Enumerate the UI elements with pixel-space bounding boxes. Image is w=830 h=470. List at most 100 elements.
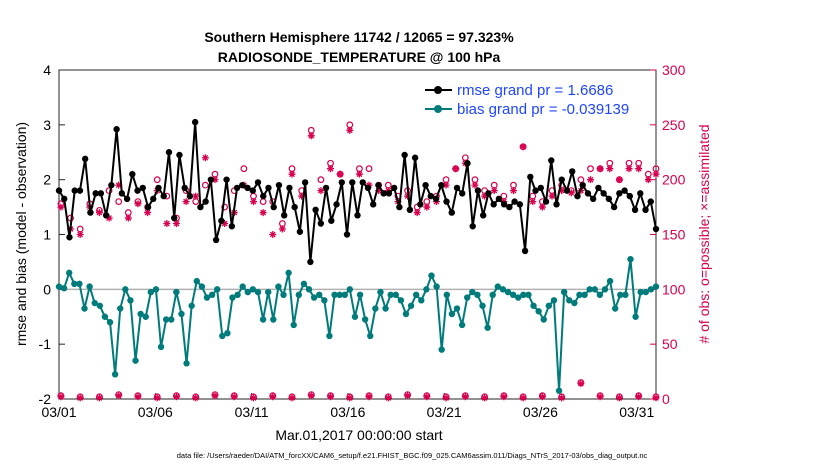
- x-ticks: 03/01 03/06 03/11 03/16 03/21 03/26 03/31: [41, 393, 654, 420]
- bias-point: [448, 310, 456, 318]
- rmse-point: [479, 212, 487, 219]
- rmse-point: [312, 206, 319, 214]
- obs-assimilated-point: [423, 203, 431, 211]
- obs-assimilated-point: [288, 170, 296, 178]
- bias-point: [239, 283, 246, 290]
- obs-assimilated-point: [230, 393, 238, 401]
- rmse-point: [186, 192, 194, 200]
- bias-point: [367, 332, 374, 340]
- rmse-point: [181, 184, 188, 192]
- bias-point: [423, 286, 430, 293]
- bias-point: [259, 316, 267, 323]
- bias-point: [106, 319, 114, 326]
- bias-point: [127, 297, 134, 304]
- obs-assimilated-point: [519, 143, 527, 151]
- obs-possible-point: [317, 176, 325, 184]
- bias-point: [132, 357, 139, 364]
- rmse-point: [453, 184, 461, 192]
- bias-point: [458, 321, 466, 329]
- obs-assimilated-point: [442, 181, 450, 189]
- obs-assimilated-point: [375, 187, 383, 195]
- bias-point: [387, 291, 394, 299]
- y-ticks-right: 0 50 100 150 200 250 300: [650, 62, 686, 407]
- rmse-point: [129, 170, 136, 178]
- bias-point: [326, 332, 333, 340]
- bias-point: [453, 305, 461, 312]
- bias-point: [86, 283, 93, 290]
- x-tick-label: 03/21: [427, 404, 462, 420]
- bias-point: [60, 285, 68, 292]
- rmse-point: [254, 179, 262, 186]
- obs-assimilated-point: [596, 165, 604, 173]
- rmse-point: [527, 173, 534, 181]
- rmse-point: [427, 192, 435, 200]
- rmse-point: [401, 151, 408, 159]
- bias-point: [601, 286, 609, 293]
- obs-assimilated-point: [452, 165, 460, 173]
- rmse-point: [485, 190, 492, 197]
- x-tick-label: 03/11: [235, 404, 269, 420]
- bias-point: [632, 313, 639, 320]
- rmse-point: [610, 203, 618, 211]
- bias-point: [637, 288, 644, 296]
- obs-assimilated-point: [625, 165, 633, 173]
- rmse-point: [139, 184, 146, 192]
- obs-assimilated-point: [298, 192, 306, 200]
- rmse-point: [631, 206, 639, 214]
- obs-assimilated-point: [635, 165, 643, 173]
- rmse-point: [66, 234, 73, 241]
- obs-assimilated-point: [288, 394, 296, 402]
- bias-point: [203, 294, 211, 301]
- bias-point: [489, 291, 496, 299]
- rmse-point: [558, 176, 565, 183]
- rmse-point: [364, 184, 372, 192]
- rmse-point: [202, 198, 209, 205]
- obs-assimilated-point: [327, 165, 335, 173]
- rmse-point: [642, 206, 649, 214]
- legend-rmse-marker: [434, 86, 442, 94]
- rmse-point: [647, 198, 654, 205]
- bias-point: [356, 291, 364, 299]
- y-tick-label-right: 200: [662, 172, 686, 188]
- rmse-point: [511, 198, 518, 205]
- obs-assimilated-point: [278, 225, 286, 233]
- obs-assimilated-point: [644, 176, 652, 184]
- y-tick-label-right: 250: [662, 117, 686, 133]
- rmse-point: [652, 225, 660, 233]
- y-tick-label-right: 300: [662, 62, 686, 78]
- bias-point: [611, 305, 619, 312]
- obs-assimilated-point: [355, 170, 363, 178]
- obs-assimilated-point: [365, 393, 373, 401]
- rmse-point: [349, 179, 356, 186]
- bias-point: [300, 280, 308, 288]
- obs-assimilated-point: [327, 393, 335, 401]
- obs-assimilated-point: [250, 198, 258, 206]
- rmse-point: [108, 181, 115, 189]
- chart-subtitle: RADIOSONDE_TEMPERATURE @ 100 hPa: [218, 49, 501, 65]
- obs-assimilated-point: [577, 380, 585, 388]
- bias-point: [606, 277, 614, 285]
- obs-assimilated-point: [346, 394, 354, 402]
- obs-assimilated-point: [124, 214, 132, 222]
- bias-point: [652, 283, 660, 290]
- rmse-point: [55, 187, 63, 194]
- rmse-point: [417, 201, 424, 208]
- x-tick-label: 03/16: [330, 404, 365, 420]
- bias-point: [433, 283, 440, 290]
- bias-point: [484, 324, 491, 331]
- bias-point: [351, 313, 359, 320]
- y-axis-label-left: rmse and bias (model - observation): [13, 122, 29, 346]
- rmse-point: [260, 192, 267, 200]
- rmse-point: [150, 195, 157, 203]
- bias-point: [229, 294, 236, 301]
- rmse-point: [61, 195, 68, 203]
- rmse-point: [548, 157, 555, 164]
- bias-point: [111, 371, 119, 378]
- y-tick-label: 2: [43, 172, 51, 188]
- bias-point: [183, 360, 190, 367]
- rmse-point: [123, 195, 131, 203]
- bias-point: [96, 302, 104, 309]
- obs-assimilated-point: [461, 393, 469, 401]
- obs-assimilated-point: [652, 170, 660, 178]
